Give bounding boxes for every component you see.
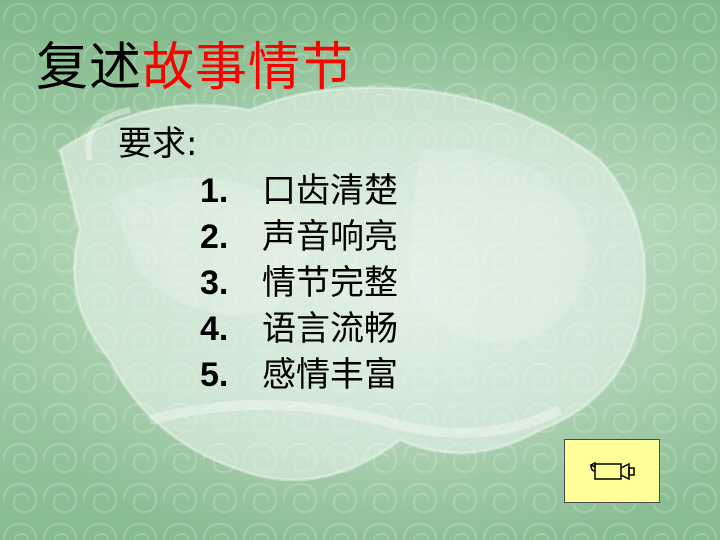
item-number: 2. <box>200 218 229 256</box>
item-number: 1. <box>200 172 229 210</box>
movie-action-button[interactable] <box>564 439 660 503</box>
list-item: 2. 声音响亮 <box>200 214 398 260</box>
list-item: 1. 口齿清楚 <box>200 168 398 214</box>
list-item: 4. 语言流畅 <box>200 306 398 352</box>
requirements-label: 要求: <box>118 124 198 164</box>
list-item: 5. 感情丰富 <box>200 352 398 398</box>
item-number: 3. <box>200 264 229 302</box>
title-part-black: 复述 <box>36 38 143 98</box>
item-text: 情节完整 <box>262 263 398 303</box>
item-text: 感情丰富 <box>262 355 398 395</box>
slide-title: 复述故事情节 <box>36 36 354 100</box>
requirements-list: 1. 口齿清楚 2. 声音响亮 3. 情节完整 4. 语言流畅 5. 感情丰富 <box>200 168 398 398</box>
list-item: 3. 情节完整 <box>200 260 398 306</box>
item-text: 语言流畅 <box>262 309 398 349</box>
movie-camera-icon <box>589 461 635 481</box>
item-text: 口齿清楚 <box>262 171 398 211</box>
title-part-red: 故事情节 <box>142 38 355 98</box>
item-number: 5. <box>200 356 229 394</box>
item-text: 声音响亮 <box>262 217 398 257</box>
item-number: 4. <box>200 310 229 348</box>
